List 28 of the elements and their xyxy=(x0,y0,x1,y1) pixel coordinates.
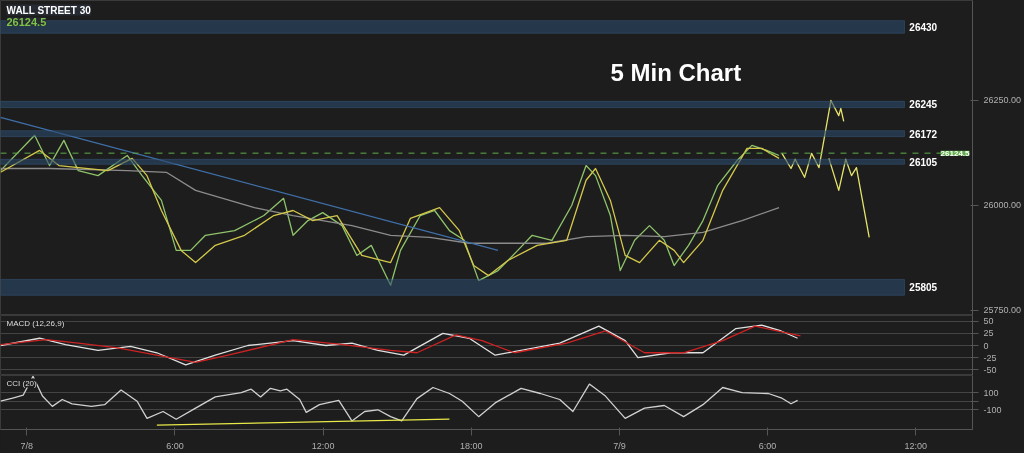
x-tick-label: 6:00 xyxy=(758,440,777,451)
y-tick-label: -50 xyxy=(983,364,997,375)
x-tick-label: 12:00 xyxy=(904,440,927,451)
y-tick-label: 50 xyxy=(983,316,994,327)
x-tick-label: 18:00 xyxy=(460,440,483,451)
x-tick-label: 7/9 xyxy=(613,440,626,451)
annotation: 26124.5 xyxy=(6,15,47,28)
x-tick-label: 6:00 xyxy=(166,440,184,451)
band-label: 25805 xyxy=(909,282,938,294)
band-label: 26172 xyxy=(909,128,938,140)
y-tick-label: -100 xyxy=(983,404,1002,415)
x-tick-label: 12:00 xyxy=(311,440,335,451)
y-tick-label: 25 xyxy=(983,328,994,339)
band-label: 26105 xyxy=(909,156,938,168)
y-tick-label: 100 xyxy=(983,387,999,398)
text: 5 Min Chart xyxy=(610,59,742,86)
ref-line-label: 26124.5 xyxy=(940,148,971,158)
x-tick-label: 7/8 xyxy=(20,440,34,451)
y-tick-label: 26250.00 xyxy=(983,95,1022,106)
band-label: 26245 xyxy=(909,99,938,111)
y-tick-label: 25750.00 xyxy=(983,305,1022,316)
chart-title: CCI (20) xyxy=(6,378,38,388)
y-tick-label: -25 xyxy=(983,352,997,363)
chart-title: MACD (12,26,9) xyxy=(6,318,65,328)
y-tick-label: 26000.00 xyxy=(983,200,1022,211)
band-label: 26430 xyxy=(909,21,938,33)
annotation: WALL STREET 30 xyxy=(6,4,92,16)
y-tick-label: 0 xyxy=(983,340,989,351)
